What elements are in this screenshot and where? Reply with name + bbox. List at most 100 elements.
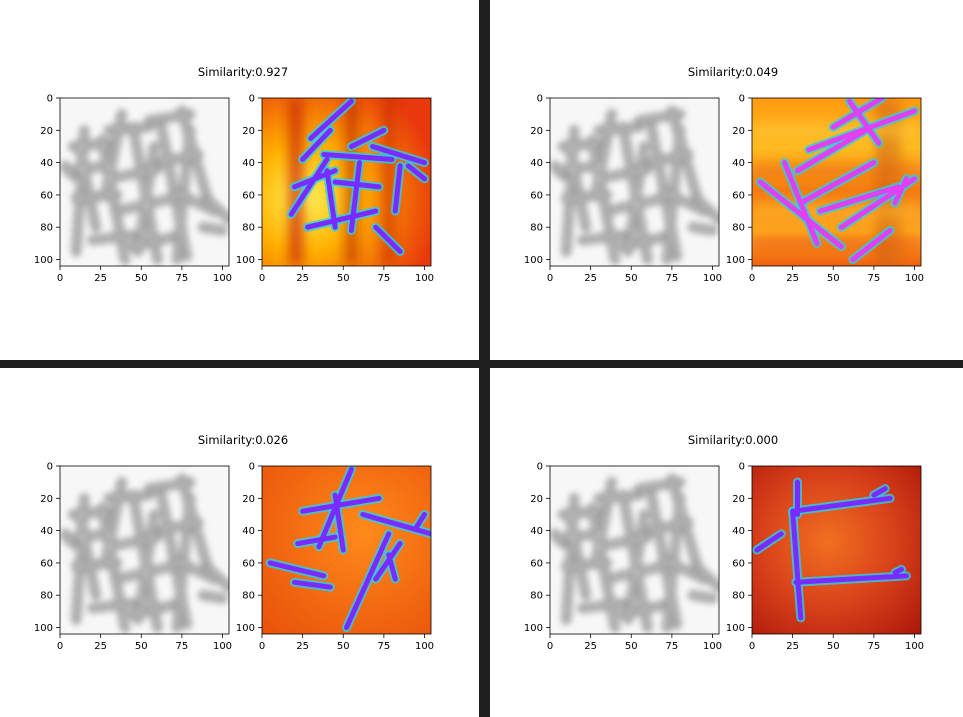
character-stroke bbox=[413, 511, 427, 530]
heat-image bbox=[752, 466, 921, 634]
x-tick-label: 75 bbox=[176, 273, 189, 284]
y-tick-label: 80 bbox=[530, 591, 543, 602]
character-stroke bbox=[795, 127, 869, 174]
y-tick-label: 0 bbox=[249, 94, 255, 105]
character-stroke bbox=[386, 552, 398, 582]
subplot-title: Similarity:0.927 bbox=[198, 65, 288, 79]
x-tick-label: 50 bbox=[135, 273, 148, 284]
heat-image bbox=[752, 98, 921, 266]
y-tick-label: 0 bbox=[537, 94, 543, 105]
character-stroke bbox=[871, 486, 888, 498]
y-tick-label: 60 bbox=[732, 558, 745, 569]
subplot-4: Similarity:0.000 0 25 50 75 100 0 20 40 60 80 100 0 2… bbox=[524, 433, 924, 652]
x-tick-label: 100 bbox=[213, 641, 232, 652]
subplot-3: Similarity:0.026 0 25 50 75 100 0 20 40 60 80 100 0 2… bbox=[34, 433, 434, 652]
x-tick-label: 100 bbox=[703, 641, 722, 652]
y-tick-label: 80 bbox=[40, 223, 53, 234]
axes-frame bbox=[59, 97, 230, 267]
subplot-title: Similarity:0.026 bbox=[198, 433, 288, 447]
axes-frame bbox=[549, 465, 720, 635]
y-tick-label: 60 bbox=[732, 190, 745, 201]
x-tick-label: 75 bbox=[868, 641, 881, 652]
y-tick-label: 40 bbox=[732, 526, 745, 537]
y-tick-label: 40 bbox=[40, 526, 53, 537]
character-stroke bbox=[793, 573, 909, 585]
x-tick-label: 25 bbox=[584, 641, 597, 652]
x-tick-label: 75 bbox=[868, 273, 881, 284]
character-stroke bbox=[360, 511, 431, 537]
x-tick-label: 75 bbox=[666, 273, 679, 284]
x-tick-label: 25 bbox=[584, 273, 597, 284]
character-stroke bbox=[790, 508, 804, 621]
y-tick-label: 60 bbox=[242, 558, 255, 569]
y-tick-label: 80 bbox=[40, 591, 53, 602]
character-stroke bbox=[817, 184, 901, 214]
gray-image bbox=[550, 466, 719, 634]
y-tick-label: 40 bbox=[530, 158, 543, 169]
x-tick-label: 0 bbox=[547, 641, 553, 652]
x-tick-label: 100 bbox=[415, 641, 434, 652]
y-tick-label: 40 bbox=[732, 158, 745, 169]
y-tick-label: 0 bbox=[537, 462, 543, 473]
axes-frame bbox=[751, 97, 922, 267]
x-tick-label: 0 bbox=[547, 273, 553, 284]
character-stroke bbox=[295, 534, 338, 547]
y-tick-label: 100 bbox=[34, 623, 53, 634]
y-tick-label: 60 bbox=[530, 190, 543, 201]
x-tick-label: 0 bbox=[57, 641, 63, 652]
axes-frame bbox=[261, 465, 432, 635]
character-stroke bbox=[348, 127, 387, 149]
x-tick-label: 0 bbox=[749, 641, 755, 652]
x-tick-label: 25 bbox=[296, 273, 309, 284]
y-tick-label: 20 bbox=[530, 494, 543, 505]
x-tick-label: 25 bbox=[296, 641, 309, 652]
character-stroke bbox=[892, 176, 909, 206]
y-tick-label: 100 bbox=[524, 255, 543, 266]
x-tick-label: 25 bbox=[94, 641, 107, 652]
x-tick-label: 50 bbox=[135, 641, 148, 652]
subplot-title: Similarity:0.049 bbox=[688, 65, 778, 79]
x-tick-label: 100 bbox=[213, 273, 232, 284]
y-tick-label: 80 bbox=[732, 591, 745, 602]
character-stroke bbox=[292, 579, 333, 590]
character-stroke bbox=[847, 98, 882, 146]
y-tick-label: 20 bbox=[732, 494, 745, 505]
character-stroke bbox=[370, 143, 427, 166]
y-tick-label: 80 bbox=[242, 223, 255, 234]
vertical-divider bbox=[479, 0, 490, 717]
gray-image bbox=[550, 98, 719, 266]
character-stroke bbox=[305, 208, 379, 230]
character-stroke bbox=[321, 152, 395, 162]
axes-frame bbox=[261, 97, 432, 267]
y-tick-label: 80 bbox=[242, 591, 255, 602]
y-tick-label: 40 bbox=[40, 158, 53, 169]
character-stroke bbox=[790, 495, 893, 514]
axes-frame bbox=[751, 465, 922, 635]
character-stroke bbox=[405, 163, 427, 182]
y-tick-label: 0 bbox=[47, 462, 53, 473]
y-tick-label: 0 bbox=[739, 462, 745, 473]
x-tick-label: 75 bbox=[378, 641, 391, 652]
x-tick-label: 0 bbox=[749, 273, 755, 284]
character-stroke bbox=[348, 160, 362, 233]
x-tick-label: 50 bbox=[827, 641, 840, 652]
character-stroke bbox=[300, 127, 333, 162]
subplot-title: Similarity:0.000 bbox=[688, 433, 778, 447]
heat-image bbox=[262, 98, 431, 266]
y-tick-label: 100 bbox=[236, 255, 255, 266]
y-tick-label: 40 bbox=[242, 526, 255, 537]
y-tick-label: 100 bbox=[236, 623, 255, 634]
x-tick-label: 0 bbox=[259, 641, 265, 652]
character-stroke bbox=[324, 168, 338, 230]
x-tick-label: 50 bbox=[625, 641, 638, 652]
x-tick-label: 100 bbox=[415, 273, 434, 284]
y-tick-label: 100 bbox=[524, 623, 543, 634]
y-tick-label: 100 bbox=[726, 255, 745, 266]
x-tick-label: 100 bbox=[905, 273, 924, 284]
x-tick-label: 100 bbox=[905, 641, 924, 652]
subplot-2: Similarity:0.049 0 25 50 75 100 0 20 40 60 80 100 0 2… bbox=[524, 65, 924, 284]
y-tick-label: 0 bbox=[249, 462, 255, 473]
x-tick-label: 25 bbox=[786, 273, 799, 284]
character-stroke bbox=[892, 566, 904, 576]
character-stroke bbox=[757, 179, 844, 250]
